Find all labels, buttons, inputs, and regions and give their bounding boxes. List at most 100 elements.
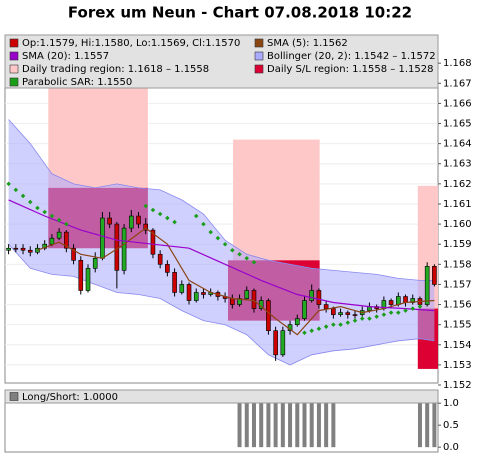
candle-body <box>237 298 242 305</box>
sar-dot <box>331 322 336 327</box>
candle-body <box>338 312 343 315</box>
candle-body <box>64 231 69 249</box>
bar <box>266 403 271 448</box>
y-tick-label: 1.154 <box>443 340 472 351</box>
legend-swatch <box>9 64 19 74</box>
bar <box>251 403 256 448</box>
candle-body <box>20 247 26 251</box>
candle-body <box>352 314 358 316</box>
legend: Op:1.1579, Hi:1.1580, Lo:1.1569, Cl:1.15… <box>4 34 439 89</box>
legend-label: Daily trading region: 1.1618 – 1.1558 <box>22 64 209 75</box>
sar-dot <box>27 199 33 205</box>
y-tick-label: 1.159 <box>443 239 472 250</box>
candle-body <box>71 247 76 261</box>
candle-body <box>143 223 149 231</box>
candle-body <box>13 247 19 250</box>
candle-body <box>136 215 141 225</box>
sar-dot <box>417 304 423 309</box>
candle-body <box>331 308 336 315</box>
sar-dot <box>338 322 343 327</box>
bar <box>432 403 437 448</box>
candle-body <box>179 284 185 293</box>
candle-body <box>78 259 84 291</box>
legend-swatch <box>9 38 19 48</box>
legend-label: Bollinger (20, 2): 1.1542 – 1.1572 <box>267 51 436 62</box>
candle-body <box>345 312 351 315</box>
sar-dot <box>251 260 257 265</box>
y-tick-label: 0.0 <box>443 442 459 453</box>
candle-body <box>100 217 105 259</box>
sar-dot <box>396 310 401 315</box>
indicator-line <box>8 199 435 312</box>
sar-dot <box>359 316 365 321</box>
y-tick-label: 0.5 <box>443 420 459 431</box>
indicator-line <box>37 227 435 336</box>
bar <box>273 403 278 448</box>
sar-dot <box>323 324 329 329</box>
candle-body <box>432 266 437 285</box>
candle-body <box>266 300 271 331</box>
bar <box>244 403 249 448</box>
bar <box>324 403 329 448</box>
y-tick-label: 1.162 <box>443 179 472 190</box>
candle-body <box>172 272 177 293</box>
legend-label: Op:1.1579, Hi:1.1580, Lo:1.1569, Cl:1.15… <box>22 38 240 49</box>
sar-dot <box>35 205 40 211</box>
bar <box>237 403 242 448</box>
legend-label: Parabolic SAR: 1.1550 <box>22 77 132 88</box>
bar <box>425 403 430 448</box>
y-tick-label: 1.153 <box>443 360 472 371</box>
legend-swatch <box>9 392 19 401</box>
bar <box>417 403 422 448</box>
legend-box <box>4 34 439 89</box>
sar-dot <box>302 330 307 335</box>
sar-dot <box>64 221 69 227</box>
candle-body <box>424 266 430 305</box>
legend-label: Daily S/L region: 1.1558 – 1.1528 <box>267 64 433 75</box>
bar <box>288 403 293 448</box>
sar-dot <box>410 306 416 311</box>
candle-body <box>294 318 300 325</box>
bar <box>331 403 336 448</box>
bar <box>302 403 307 448</box>
lower-plot: Long/Short: 1.0000 <box>4 389 439 448</box>
legend-swatch <box>254 64 264 74</box>
y-axis: 1.152 1.153 1.154 1.155 1.156 1.157 1.158 1.159… <box>438 58 472 391</box>
sar-dot <box>352 318 358 323</box>
candle-body <box>128 215 134 229</box>
candle-body <box>251 290 257 309</box>
candle-body <box>56 231 62 239</box>
y-tick-label: 1.161 <box>443 199 472 210</box>
candle-body <box>230 298 235 305</box>
candle-body <box>403 296 408 303</box>
sar-dot <box>345 320 351 325</box>
candle-body <box>273 330 278 356</box>
candle-body <box>85 268 91 291</box>
y-tick-label: 1.167 <box>443 78 472 89</box>
candle-body <box>323 304 329 309</box>
candle-body <box>114 223 120 271</box>
legend-label: Long/Short: 1.0000 <box>22 392 118 403</box>
legend-box <box>4 389 439 404</box>
bar <box>259 403 264 448</box>
y-tick-label: 1.152 <box>443 380 472 391</box>
legend-label: SMA (20): 1.1557 <box>22 51 109 62</box>
legend-label: SMA (5): 1.1562 <box>267 38 348 49</box>
y-tick-label: 1.158 <box>443 259 472 270</box>
candle-body <box>49 237 55 245</box>
candle-body <box>309 290 315 301</box>
band-fill <box>8 119 435 365</box>
candle-body <box>157 253 163 265</box>
y-tick-label: 1.0 <box>443 398 459 409</box>
sar-dot <box>381 312 387 317</box>
candle-body <box>35 247 40 253</box>
y-tick-label: 1.163 <box>443 159 472 170</box>
bar <box>295 403 300 448</box>
y-tick-label: 1.157 <box>443 279 472 290</box>
sar-dot <box>316 326 322 331</box>
y-tick-label: 1.168 <box>443 58 472 69</box>
legend-swatch <box>9 77 19 87</box>
candle-body <box>388 300 394 305</box>
y-tick-label: 1.156 <box>443 300 472 311</box>
